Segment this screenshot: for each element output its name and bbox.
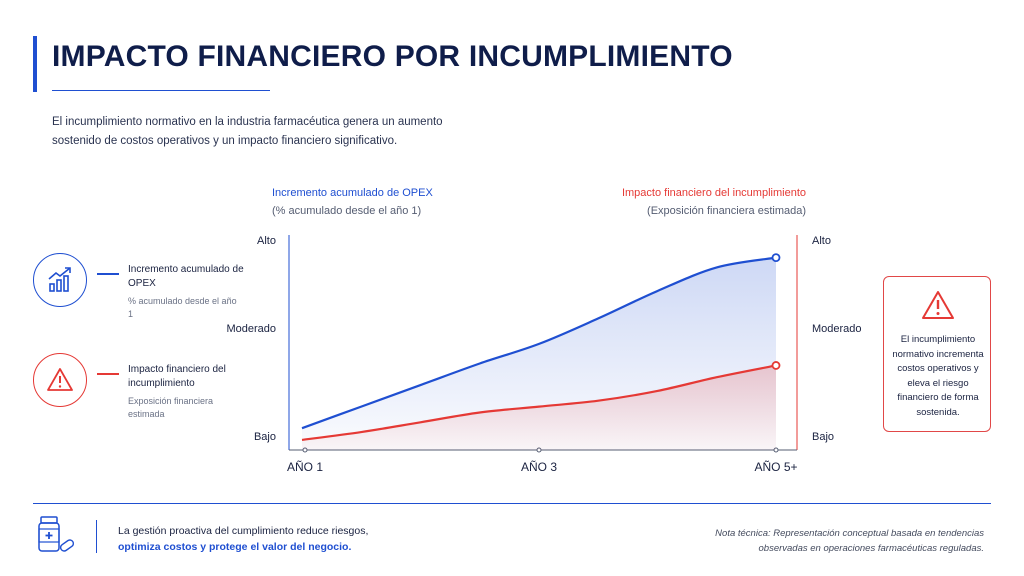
chart-growth-icon xyxy=(33,253,87,307)
series-line-impact xyxy=(301,364,777,442)
right-tick-label: Bajo xyxy=(812,431,834,443)
footer-message: La gestión proactiva del cumplimiento re… xyxy=(118,523,368,555)
legend-title: Incremento acumulado de OPEX xyxy=(128,264,244,289)
footer-separator xyxy=(96,520,97,553)
footer-divider xyxy=(33,503,991,504)
left-tick-label: Bajo xyxy=(254,431,276,443)
series-endpoint-impact xyxy=(771,361,781,370)
left-axis-title: Incremento acumulado de OPEX xyxy=(272,187,433,199)
page-subtitle: El incumplimiento normativo en la indust… xyxy=(52,116,443,147)
left-tick-label: Alto xyxy=(257,235,276,247)
title-accent-bar xyxy=(33,36,37,92)
right-axis-subtitle: (Exposición financiera estimada) xyxy=(647,205,806,217)
legend-item-opex: Incremento acumulado de OPEX % acumulado… xyxy=(33,253,244,319)
series-endpoint-opex xyxy=(771,253,781,263)
warning-icon xyxy=(922,291,954,319)
page-title: IMPACTO FINANCIERO POR INCUMPLIMIENTO xyxy=(52,40,733,73)
series-area-impact xyxy=(302,365,776,450)
x-tick-label: AÑO 5+ xyxy=(754,460,797,474)
left-axis-subtitle: (% acumulado desde el año 1) xyxy=(272,205,421,217)
warning-text: El incumplimiento normativo incrementa c… xyxy=(892,334,984,418)
legend-subtitle: % acumulado desde el año 1 xyxy=(128,296,237,319)
title-underline xyxy=(52,90,270,91)
left-tick-label: Moderado xyxy=(226,323,276,335)
legend-item-impact: Impacto financiero del incumplimiento Ex… xyxy=(33,353,233,419)
legend-subtitle: Exposición financiera estimada xyxy=(128,396,214,419)
warning-callout: El incumplimiento normativo incrementa c… xyxy=(883,276,991,432)
medicine-bottle-icon xyxy=(38,516,75,552)
legend-line-blue xyxy=(97,273,119,275)
series-line-opex xyxy=(301,256,777,430)
right-axis-title: Impacto financiero del incumplimiento xyxy=(622,187,806,199)
legend-line-red xyxy=(97,373,119,375)
warning-icon xyxy=(33,353,87,407)
footer-line-1: La gestión proactiva del cumplimiento re… xyxy=(118,525,369,537)
footer-line-2: optimiza costos y protege el valor del n… xyxy=(118,541,352,553)
legend-title: Impacto financiero del incumplimiento xyxy=(128,364,226,389)
technical-note: Nota técnica: Representación conceptual … xyxy=(715,528,984,554)
right-tick-label: Alto xyxy=(812,235,831,247)
right-tick-label: Moderado xyxy=(812,323,862,335)
x-tick-label: AÑO 3 xyxy=(521,460,557,474)
x-tick-label: AÑO 1 xyxy=(287,460,323,474)
